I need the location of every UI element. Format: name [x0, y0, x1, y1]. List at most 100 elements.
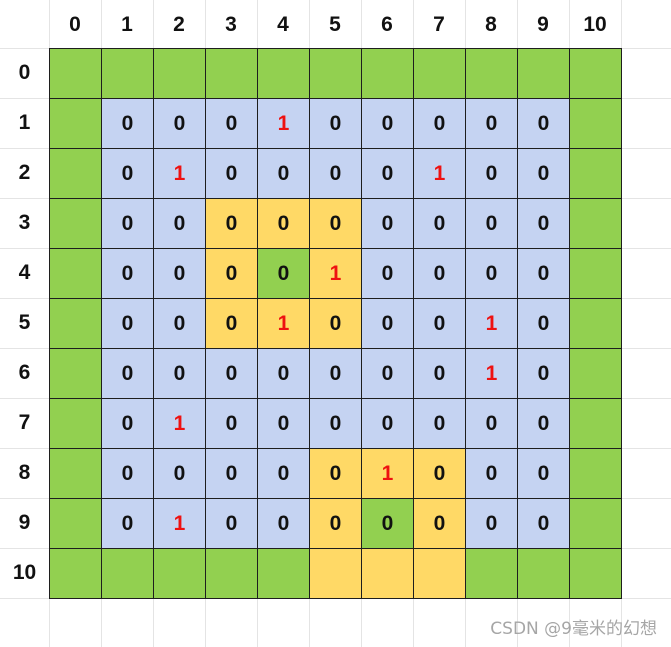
column-header: 2	[173, 13, 185, 36]
grid-cell	[153, 548, 206, 599]
grid-cell: 0	[205, 298, 258, 349]
grid-cell: 0	[257, 498, 310, 549]
row-header: 0	[18, 61, 31, 84]
grid-cell: 0	[101, 348, 154, 399]
column-header: 7	[433, 13, 445, 36]
grid-cell	[569, 98, 622, 149]
grid-cell: 0	[413, 98, 466, 149]
grid-cell	[49, 548, 102, 599]
row-header: 8	[18, 461, 31, 484]
row-header: 7	[18, 411, 31, 434]
row-header: 4	[18, 261, 31, 284]
grid-cell	[49, 348, 102, 399]
grid-cell	[49, 148, 102, 199]
grid-cell: 0	[413, 298, 466, 349]
grid-cell: 0	[465, 148, 518, 199]
grid-cell: 0	[309, 198, 362, 249]
grid-cell: 1	[257, 98, 310, 149]
grid-cell: 0	[361, 498, 414, 549]
grid-cell: 0	[205, 148, 258, 199]
row-header: 1	[18, 111, 31, 134]
grid-cell: 0	[153, 348, 206, 399]
grid-cell: 0	[101, 448, 154, 499]
grid-cell	[569, 548, 622, 599]
grid-cell: 1	[153, 398, 206, 449]
grid-cell: 1	[465, 348, 518, 399]
grid-cell: 0	[361, 148, 414, 199]
grid-cell: 0	[205, 498, 258, 549]
grid-cell	[153, 48, 206, 99]
row-header: 9	[18, 511, 31, 534]
grid-cell: 0	[309, 348, 362, 399]
grid-cell: 0	[517, 348, 570, 399]
grid-cell	[517, 548, 570, 599]
column-header: 10	[583, 13, 607, 36]
grid-cell: 0	[205, 398, 258, 449]
grid-cell	[49, 48, 102, 99]
grid-cell: 0	[309, 298, 362, 349]
grid-cell: 0	[517, 498, 570, 549]
grid-cell: 0	[413, 498, 466, 549]
grid-cell	[49, 498, 102, 549]
grid-cell: 0	[517, 148, 570, 199]
grid-cell: 0	[465, 198, 518, 249]
grid-cell	[413, 548, 466, 599]
grid-cell: 0	[465, 248, 518, 299]
grid-cell: 0	[361, 98, 414, 149]
grid-cell: 0	[101, 248, 154, 299]
grid-cell	[49, 448, 102, 499]
grid-cell: 0	[205, 248, 258, 299]
row-header: 5	[18, 311, 31, 334]
grid-cell: 0	[205, 348, 258, 399]
grid-cell: 0	[413, 198, 466, 249]
grid-cell	[49, 248, 102, 299]
grid-cell: 0	[205, 448, 258, 499]
grid-cell	[569, 198, 622, 249]
grid-cell: 0	[205, 98, 258, 149]
grid-cell: 0	[101, 148, 154, 199]
grid-cell: 1	[153, 498, 206, 549]
grid-cell: 0	[309, 398, 362, 449]
grid-cell: 0	[101, 98, 154, 149]
grid-cell: 0	[465, 498, 518, 549]
grid-cell: 0	[413, 398, 466, 449]
grid-cell: 0	[257, 248, 310, 299]
column-header: 6	[381, 13, 393, 36]
grid-cell: 1	[309, 248, 362, 299]
grid-cell: 1	[413, 148, 466, 199]
grid-cell: 0	[517, 198, 570, 249]
column-header: 3	[225, 13, 237, 36]
column-header: 5	[329, 13, 341, 36]
grid-cell: 0	[465, 398, 518, 449]
grid-cell: 0	[413, 448, 466, 499]
grid-cell: 1	[361, 448, 414, 499]
grid-cell: 0	[465, 98, 518, 149]
grid-cell: 0	[101, 498, 154, 549]
grid-cell: 1	[153, 148, 206, 199]
grid-cell: 0	[153, 98, 206, 149]
column-header: 0	[69, 13, 81, 36]
grid-cell	[465, 48, 518, 99]
grid-cell	[569, 298, 622, 349]
grid-cell	[361, 548, 414, 599]
row-header: 2	[18, 161, 31, 184]
grid-cell: 0	[517, 448, 570, 499]
grid-cell: 0	[309, 148, 362, 199]
grid-cell	[309, 48, 362, 99]
grid-cell: 0	[361, 348, 414, 399]
grid-cell	[569, 498, 622, 549]
row-header: 10	[12, 561, 37, 584]
row-header: 3	[18, 211, 31, 234]
column-header: 8	[485, 13, 497, 36]
grid-cell: 0	[101, 198, 154, 249]
grid-cell	[465, 548, 518, 599]
grid-cell: 0	[257, 348, 310, 399]
grid-cell	[49, 398, 102, 449]
grid-cell: 0	[361, 298, 414, 349]
grid-cell	[309, 548, 362, 599]
row-header: 6	[18, 361, 31, 384]
grid-cell: 0	[309, 448, 362, 499]
grid-cell	[49, 198, 102, 249]
grid-cell	[569, 348, 622, 399]
